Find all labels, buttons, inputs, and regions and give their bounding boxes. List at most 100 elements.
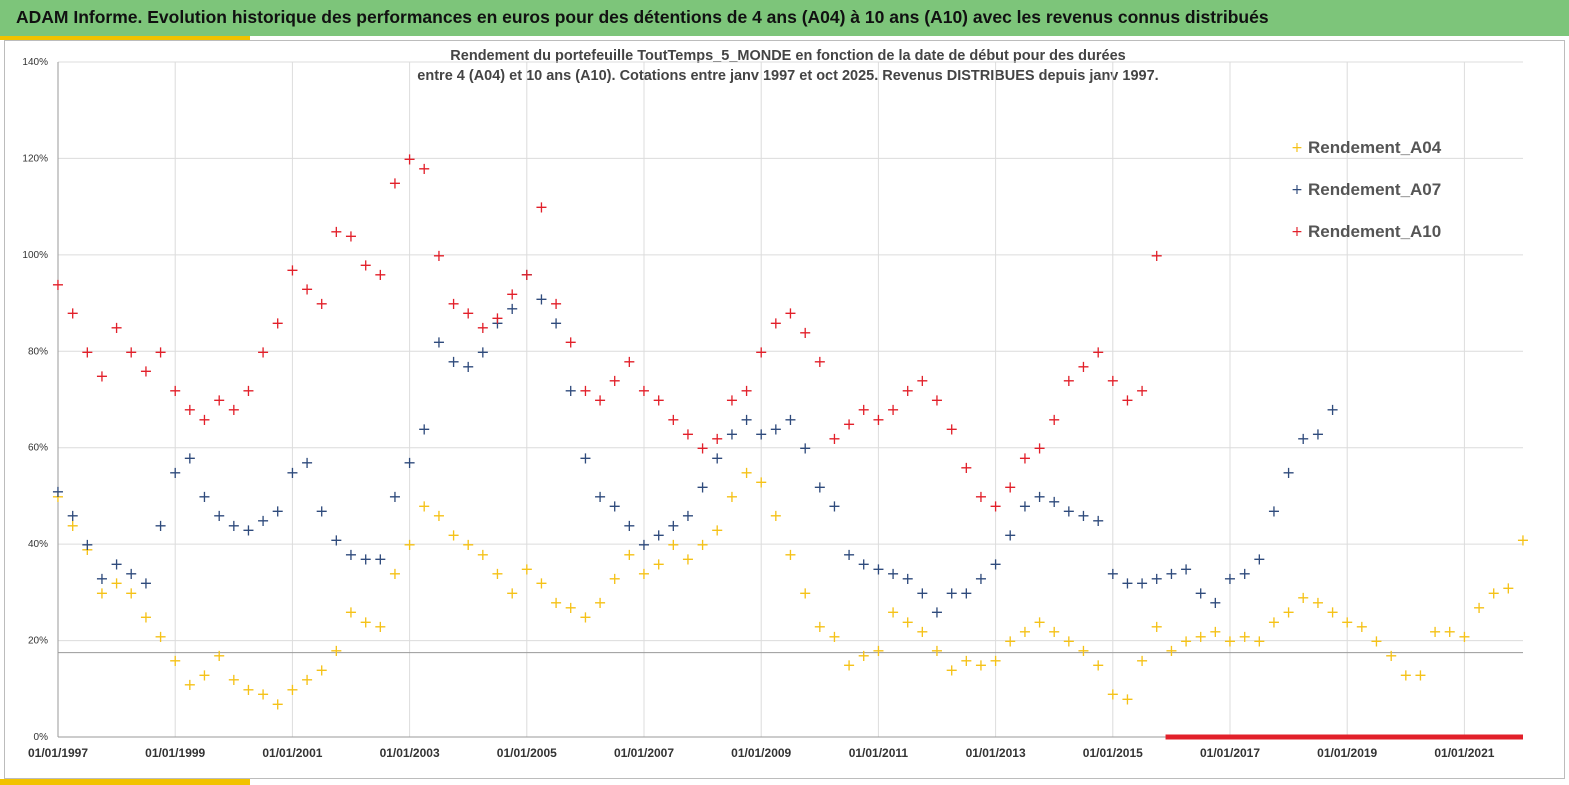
series-rendement-a07-point: +: [960, 583, 973, 602]
series-rendement-a04-point: +: [1340, 612, 1353, 631]
series-rendement-a07-point: +: [974, 569, 987, 588]
series-rendement-a07-point: +: [637, 535, 650, 554]
series-rendement-a07-point: +: [945, 583, 958, 602]
series-rendement-a10-point: +: [461, 304, 474, 323]
series-rendement-a10-point: +: [769, 313, 782, 332]
series-rendement-a04-point: +: [1223, 632, 1236, 651]
series-rendement-a04-point: +: [1487, 583, 1500, 602]
y-tick-label: 80%: [28, 346, 48, 357]
series-rendement-a07-point: +: [476, 342, 489, 361]
series-rendement-a10-point: +: [798, 323, 811, 342]
series-rendement-a10-point: +: [1018, 448, 1031, 467]
series-rendement-a07-point: +: [227, 516, 240, 535]
series-rendement-a07-point: +: [520, 265, 533, 284]
series-rendement-a04-point: +: [901, 612, 914, 631]
chart-subtitle: entre 4 (A04) et 10 ans (A10). Cotations…: [417, 68, 1159, 84]
series-rendement-a07-point: +: [535, 289, 548, 308]
series-rendement-a07-point: +: [359, 550, 372, 569]
series-rendement-a07-point: +: [212, 506, 225, 525]
series-rendement-a04-point: +: [945, 661, 958, 680]
series-rendement-a04-point: +: [315, 661, 328, 680]
series-rendement-a07-point: +: [1150, 569, 1163, 588]
series-rendement-a07-point: +: [198, 487, 211, 506]
series-rendement-a04-point: +: [520, 559, 533, 578]
series-rendement-a07-point: +: [1062, 501, 1075, 520]
series-rendement-a07-point: +: [1077, 506, 1090, 525]
series-rendement-a07-point: +: [125, 564, 138, 583]
series-rendement-a10-point: +: [198, 410, 211, 429]
series-rendement-a07-point: +: [1106, 564, 1119, 583]
series-rendement-a04-point: +: [388, 564, 401, 583]
series-rendement-a10-point: +: [125, 342, 138, 361]
series-rendement-a04-point: +: [769, 506, 782, 525]
series-rendement-a10-point: +: [139, 362, 152, 381]
series-rendement-a07-point: +: [505, 299, 518, 318]
series-rendement-a10-point: +: [1150, 246, 1163, 265]
series-rendement-a10-point: +: [930, 391, 943, 410]
series-rendement-a04-point: +: [198, 665, 211, 684]
series-rendement-a04-point: +: [1370, 632, 1383, 651]
series-rendement-a10-point: +: [491, 309, 504, 328]
series-rendement-a07-point: +: [1135, 574, 1148, 593]
series-rendement-a10-point: +: [359, 256, 372, 275]
legend-label: Rendement_A04: [1308, 138, 1442, 157]
series-rendement-a07-point: +: [872, 559, 885, 578]
series-rendement-a04-point: +: [535, 574, 548, 593]
series-rendement-a04-point: +: [344, 603, 357, 622]
series-rendement-a10-point: +: [842, 415, 855, 434]
series-rendement-a07-point: +: [828, 497, 841, 516]
series-rendement-a04-point: +: [1150, 617, 1163, 636]
series-rendement-a07-point: +: [344, 545, 357, 564]
series-rendement-a10-point: +: [535, 198, 548, 217]
series-rendement-a10-point: +: [154, 342, 167, 361]
series-rendement-a04-point: +: [359, 612, 372, 631]
series-rendement-a04-point: +: [1253, 632, 1266, 651]
series-rendement-a10-point: +: [1004, 477, 1017, 496]
chart-frame: [4, 40, 1565, 779]
series-rendement-a10-point: +: [95, 366, 108, 385]
series-rendement-a10-point: +: [403, 149, 416, 168]
series-rendement-a07-point: +: [623, 516, 636, 535]
series-rendement-a04-point: +: [212, 646, 225, 665]
series-rendement-a04-point: +: [1428, 622, 1441, 641]
series-rendement-a10-point: +: [1106, 371, 1119, 390]
series-rendement-a07-point: +: [256, 511, 269, 530]
series-rendement-a10-point: +: [989, 497, 1002, 516]
x-tick-label: 01/01/2011: [849, 746, 909, 760]
series-rendement-a04-point: +: [1502, 579, 1515, 598]
series-rendement-a07-point: +: [784, 410, 797, 429]
x-tick-label: 01/01/2019: [1317, 746, 1377, 760]
series-rendement-a04-point: +: [960, 651, 973, 670]
series-rendement-a10-point: +: [886, 400, 899, 419]
series-rendement-a07-point: +: [564, 381, 577, 400]
series-rendement-a04-point: +: [256, 685, 269, 704]
series-rendement-a04-point: +: [1121, 689, 1134, 708]
series-rendement-a10-point: +: [374, 265, 387, 284]
series-rendement-a04-point: +: [1209, 622, 1222, 641]
series-rendement-a04-point: +: [652, 554, 665, 573]
series-rendement-a07-point: +: [711, 448, 724, 467]
series-rendement-a10-point: +: [652, 391, 665, 410]
series-rendement-a07-point: +: [1018, 497, 1031, 516]
series-rendement-a04-point: +: [505, 583, 518, 602]
series-rendement-a07-point: +: [242, 521, 255, 540]
series-rendement-a04-point: +: [1414, 665, 1427, 684]
series-rendement-a04-point: +: [681, 550, 694, 569]
series-rendement-a10-point: +: [681, 424, 694, 443]
series-rendement-a07-point: +: [842, 545, 855, 564]
series-rendement-a04-point: +: [579, 607, 592, 626]
series-rendement-a04-point: +: [623, 545, 636, 564]
series-rendement-a10-point: +: [388, 174, 401, 193]
chart-title-block: Rendement du portefeuille ToutTemps_5_MO…: [0, 46, 1569, 86]
series-rendement-a04-point: +: [476, 545, 489, 564]
series-rendement-a07-point: +: [286, 463, 299, 482]
series-rendement-a04-point: +: [183, 675, 196, 694]
series-rendement-a04-point: +: [1179, 632, 1192, 651]
series-rendement-a10-point: +: [623, 352, 636, 371]
series-rendement-a04-point: +: [872, 641, 885, 660]
series-rendement-a04-point: +: [461, 535, 474, 554]
series-rendement-a04-point: +: [754, 472, 767, 491]
report-title: ADAM Informe. Evolution historique des p…: [16, 7, 1269, 27]
series-rendement-a07-point: +: [491, 313, 504, 332]
series-rendement-a04-point: +: [1297, 588, 1310, 607]
